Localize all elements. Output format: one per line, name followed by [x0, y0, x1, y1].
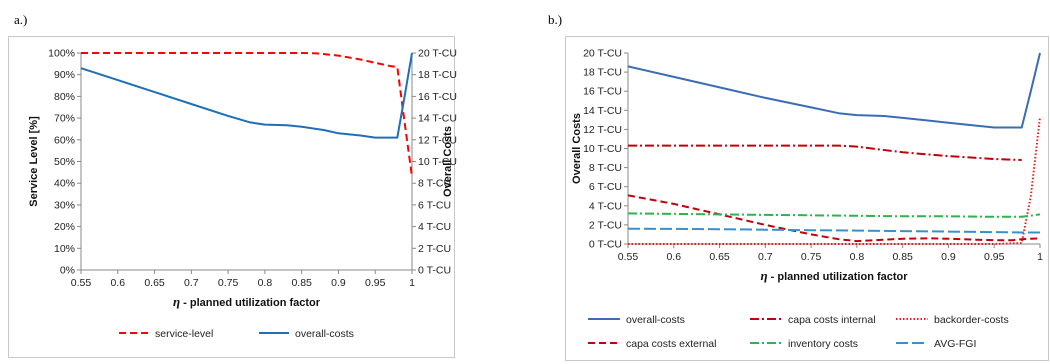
legend-label: capa costs external	[626, 338, 716, 350]
x-tick-label: 0.7	[758, 251, 773, 263]
legend-label: overall-costs	[626, 314, 685, 326]
x-tick-label: 0.55	[71, 277, 92, 289]
x-tick-label: 0.6	[110, 277, 125, 289]
chart-b: 0.55 0.6 0.65 0.7 0.75 0.8 0.85 0.9 0.95 1 0 T-CU 2…	[565, 36, 1049, 361]
x-tick-label: 0.85	[291, 277, 312, 289]
x-tick-label: 0.75	[801, 251, 822, 263]
series-line-avg-fgi	[627, 227, 1040, 234]
panel-a-label: a.)	[14, 12, 28, 27]
y-axis-title-left: Service Level [%]	[28, 116, 40, 207]
y-tick-label: 90%	[54, 69, 75, 81]
x-tick-label: 0.8	[850, 251, 865, 263]
chart-b-svg: 0.55 0.6 0.65 0.7 0.75 0.8 0.85 0.9 0.95 10 T-CU2…	[571, 48, 1043, 351]
x-tick-label: 0.75	[218, 277, 239, 289]
y-right-tick-label: 0 T-CU	[418, 265, 451, 277]
x-axis-title-symbol: η	[760, 268, 767, 283]
x-tick-label: 0.9	[941, 251, 956, 263]
series-line-overall-costs	[80, 52, 413, 139]
panel-b-label: b.)	[548, 12, 563, 27]
x-tick-label: 0.8	[258, 277, 273, 289]
x-tick-label: 0.95	[365, 277, 386, 289]
x-tick-label: 0.95	[984, 251, 1005, 263]
y-right-tick-label: 6 T-CU	[418, 199, 451, 211]
y-right-tick-label: 10 T-CU	[418, 156, 457, 168]
series-line-capa-costs-internal	[628, 144, 1022, 161]
legend-label: inventory costs	[788, 338, 858, 350]
y-right-tick-label: 2 T-CU	[418, 243, 451, 255]
y-right-tick-label: 8 T-CU	[418, 178, 451, 190]
y-right-tick-label: 12 T-CU	[418, 134, 457, 146]
x-axis-title-text: - planned utilization factor	[180, 297, 321, 309]
legend-label: backorder-costs	[934, 314, 1009, 326]
x-tick-label: 0.9	[331, 277, 346, 289]
x-tick-label: 0.55	[618, 251, 639, 263]
y-tick-label: 14 T-CU	[583, 105, 622, 117]
y-axis-title: Overall Costs	[571, 113, 583, 184]
y-right-tick-label: 16 T-CU	[418, 91, 457, 103]
y-tick-label: 20%	[54, 221, 75, 233]
y-tick-label: 80%	[54, 91, 75, 103]
legend-label: overall-costs	[295, 328, 354, 340]
x-axis-title-symbol: η	[173, 294, 180, 309]
legend-label: capa costs internal	[788, 314, 876, 326]
y-tick-label: 10%	[54, 243, 75, 255]
y-right-tick-label: 18 T-CU	[418, 69, 457, 81]
y-right-tick-label: 14 T-CU	[418, 113, 457, 125]
x-tick-label: 1	[409, 277, 415, 289]
chart-a: 0.55 0.6 0.65 0.7 0.75 0.8 0.85 0.9 0.95 1 0% 10% 20…	[8, 36, 457, 358]
y-tick-label: 60%	[54, 134, 75, 146]
x-tick-label: 0.85	[892, 251, 913, 263]
x-tick-label: 0.6	[666, 251, 681, 263]
y-tick-label: 18 T-CU	[583, 67, 622, 79]
y-tick-label: 8 T-CU	[589, 162, 622, 174]
x-tick-label: 0.65	[144, 277, 165, 289]
x-tick-label: 0.7	[184, 277, 199, 289]
x-axis-title-text: - planned utilization factor	[768, 271, 909, 283]
series-line-service-level	[81, 52, 413, 177]
y-axis-title-right: Overall Costs	[442, 126, 454, 197]
y-tick-label: 40%	[54, 178, 75, 190]
y-tick-label: 10 T-CU	[583, 143, 622, 155]
y-right-tick-label: 4 T-CU	[418, 221, 451, 233]
y-tick-label: 70%	[54, 113, 75, 125]
legend-label: AVG-FGI	[934, 338, 976, 350]
chart-a-svg: 0.55 0.6 0.65 0.7 0.75 0.8 0.85 0.9 0.95 10%10%20…	[28, 48, 457, 341]
series-line-backorder-costs	[628, 116, 1041, 245]
y-tick-label: 20 T-CU	[583, 48, 622, 60]
x-tick-label: 1	[1037, 251, 1043, 263]
y-tick-label: 16 T-CU	[583, 86, 622, 98]
y-tick-label: 4 T-CU	[589, 200, 622, 212]
y-tick-label: 50%	[54, 156, 75, 168]
x-tick-label: 0.65	[709, 251, 730, 263]
y-tick-label: 6 T-CU	[589, 181, 622, 193]
y-tick-label: 0%	[60, 265, 75, 277]
y-tick-label: 100%	[48, 48, 75, 60]
x-axis-title: η - planned utilization factor	[760, 268, 908, 283]
y-tick-label: 2 T-CU	[589, 219, 622, 231]
series-line-inventory-costs	[627, 212, 1041, 218]
y-tick-label: 12 T-CU	[583, 124, 622, 136]
x-axis-title: η - planned utilization factor	[173, 294, 321, 309]
y-tick-label: 0 T-CU	[589, 239, 622, 251]
series-line-overall-costs	[627, 52, 1041, 129]
legend-label: service-level	[155, 328, 213, 340]
y-tick-label: 30%	[54, 199, 75, 211]
series-line-capa-costs-external	[627, 194, 1041, 243]
y-right-tick-label: 20 T-CU	[418, 48, 457, 60]
